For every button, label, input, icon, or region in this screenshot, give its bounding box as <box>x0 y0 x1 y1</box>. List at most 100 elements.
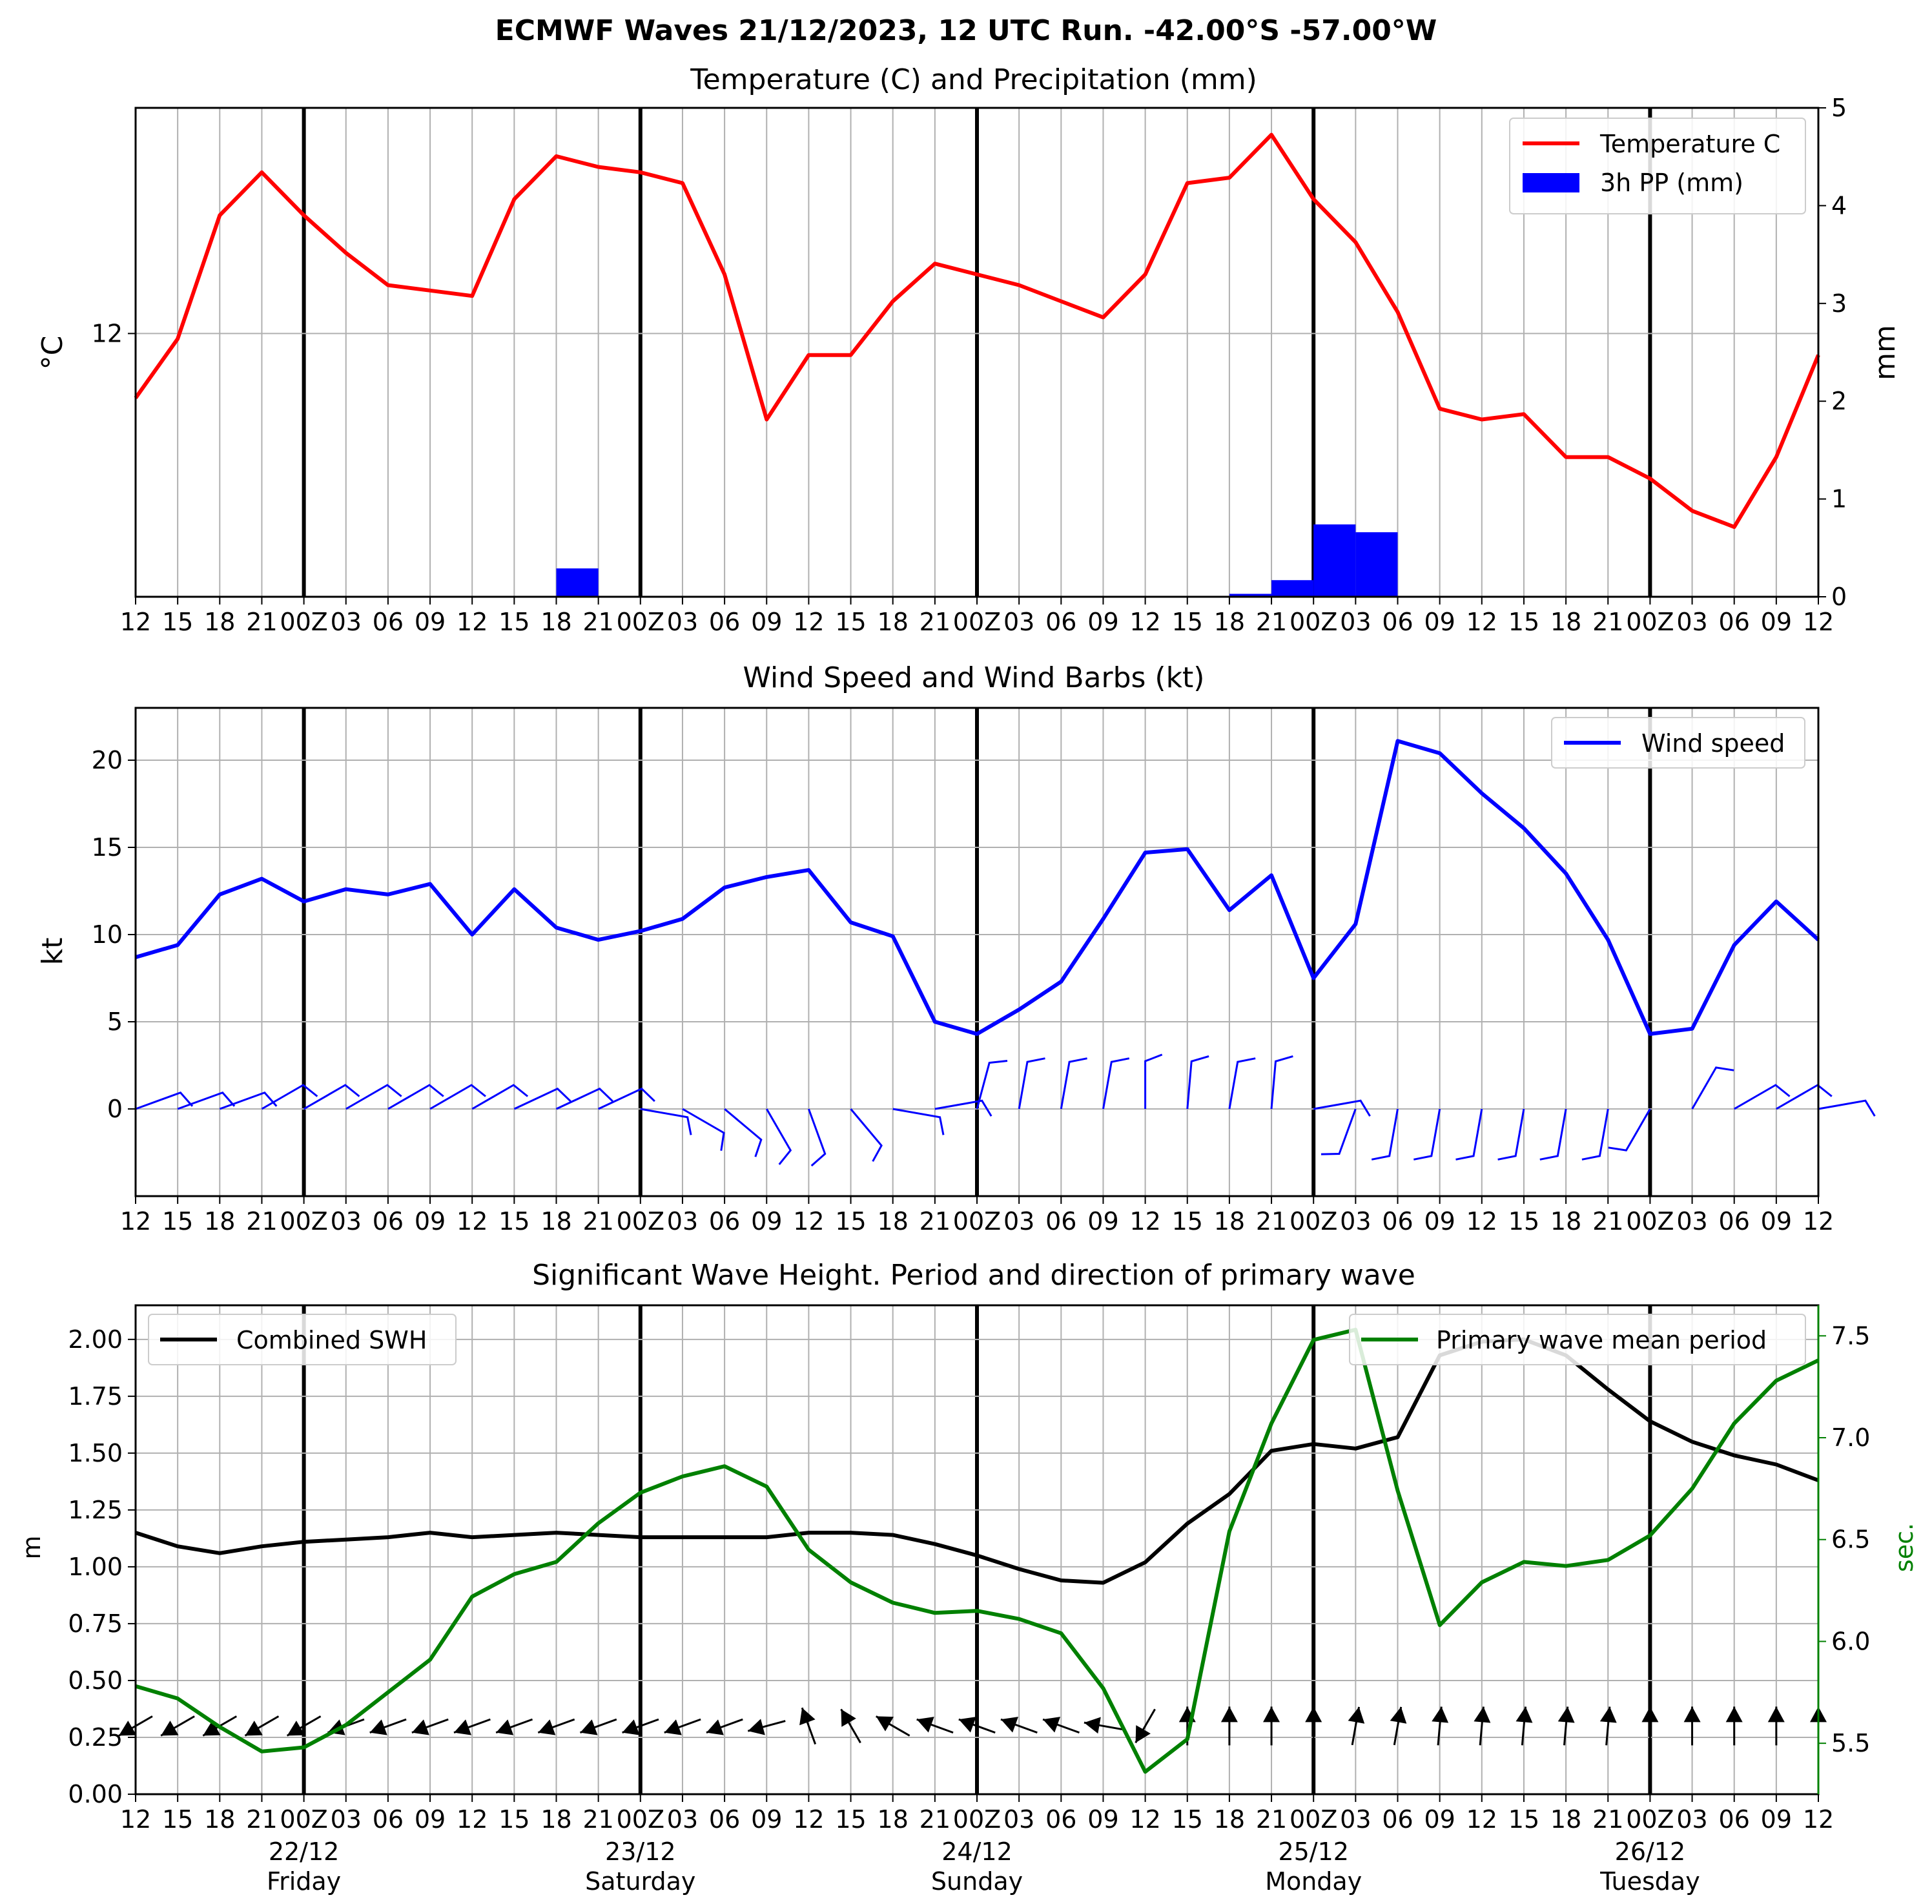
x-tick-label: 18 <box>204 1805 235 1834</box>
period-y-label: sec. <box>1890 1523 1918 1572</box>
x-tick-label: 03 <box>667 608 698 636</box>
wind-barb <box>724 1108 763 1157</box>
x-tick-label: 21 <box>246 1805 277 1834</box>
x-tick-label: 06 <box>709 1207 740 1236</box>
x-tick-label: 06 <box>373 1207 404 1236</box>
legend-label-precip: 3h PP (mm) <box>1600 169 1743 197</box>
wave-direction-arrow-head <box>664 1719 682 1735</box>
wind-barb <box>807 1108 827 1167</box>
x-tick-label: 15 <box>498 608 529 636</box>
x-tick-label: 18 <box>1550 1207 1581 1236</box>
y-tick-label: 0.00 <box>68 1780 123 1808</box>
day-date-label: 25/12 <box>1278 1837 1349 1866</box>
wind-barb <box>1539 1108 1567 1161</box>
figure-title: ECMWF Waves 21/12/2023, 12 UTC Run. -42.… <box>495 14 1437 47</box>
x-tick-label: 21 <box>920 1805 951 1834</box>
x-tick-label: 03 <box>331 1207 362 1236</box>
x-tick-label: 15 <box>835 1805 866 1834</box>
wave-direction-arrow-head <box>411 1719 429 1735</box>
x-tick-label: 00Z <box>1626 608 1674 636</box>
x-tick-label: 06 <box>1045 1805 1076 1834</box>
x-tick-label: 15 <box>498 1805 529 1834</box>
day-name-label: Friday <box>267 1867 341 1896</box>
wind-barb <box>345 1084 402 1110</box>
x-tick-label: 03 <box>1340 608 1371 636</box>
wave-direction-arrow-head <box>496 1719 514 1735</box>
wave-direction-arrow-head <box>1305 1706 1322 1723</box>
y-tick-label: 1.50 <box>68 1439 123 1467</box>
x-tick-label: 03 <box>1003 1805 1034 1834</box>
x-tick-label: 21 <box>1256 1207 1287 1236</box>
precip-bar <box>556 568 599 597</box>
temperature-line <box>134 132 1820 529</box>
x-tick-label: 12 <box>1803 608 1834 636</box>
x-tick-label: 21 <box>1592 608 1623 636</box>
wind-barb <box>513 1087 571 1110</box>
wave-direction-arrow-head <box>841 1709 856 1727</box>
legend-label-temperature: Temperature C <box>1599 130 1780 158</box>
wave-direction-arrow-head <box>161 1721 179 1736</box>
x-tick-label: 15 <box>1172 1805 1203 1834</box>
wind-barb <box>1733 1084 1791 1110</box>
x-tick-label: 09 <box>415 1805 446 1834</box>
precip-y-label: mm <box>1869 325 1902 380</box>
temperature-axes: 12 15 18 21 00Z 03 06 09 12 15 18 21 00Z 03 06 09 12 15 18… <box>92 94 1847 636</box>
wind-barb <box>1060 1057 1087 1110</box>
wave-axes: 12 15 18 21 00Z 03 06 09 12 15 18 21 00Z 03 06 09 12 15 18… <box>68 1304 1870 1834</box>
wave-panel: Significant Wave Height. Period and dire… <box>17 1259 1918 1896</box>
temperature-panel-title: Temperature (C) and Precipitation (mm) <box>690 63 1257 96</box>
legend-box <box>1349 1314 1806 1365</box>
wind-barb <box>1497 1108 1525 1161</box>
x-tick-label: 03 <box>1676 1207 1707 1236</box>
x-tick-label: 12 <box>120 608 151 636</box>
day-name-label: Sunday <box>931 1867 1023 1896</box>
wave-direction-arrow-head <box>203 1721 221 1736</box>
wind-legend: Wind speed <box>1551 717 1805 769</box>
x-tick-label: 09 <box>1761 1805 1792 1834</box>
x-tick-label: 12 <box>1466 1805 1497 1834</box>
legend-label-period: Primary wave mean period <box>1436 1326 1767 1354</box>
x-tick-label: 00Z <box>1290 1207 1337 1236</box>
x-tick-label: 15 <box>162 608 193 636</box>
x-tick-label: 12 <box>793 608 824 636</box>
legend-box <box>1509 118 1806 214</box>
x-tick-label: 00Z <box>953 1207 1001 1236</box>
x-tick-label: 00Z <box>953 1805 1001 1834</box>
wind-barb <box>261 1084 318 1110</box>
wave-direction-arrow-head <box>1135 1725 1151 1743</box>
x-tick-label: 15 <box>162 1805 193 1834</box>
y-tick-label: 0.25 <box>68 1723 123 1752</box>
x-tick-label: 06 <box>1719 1805 1750 1834</box>
x-tick-label: 12 <box>1129 608 1160 636</box>
x-tick-label: 06 <box>1719 608 1750 636</box>
legend-label-swh: Combined SWH <box>236 1326 427 1354</box>
wind-barb <box>303 1084 360 1110</box>
day-date-label: 23/12 <box>605 1837 676 1866</box>
day-date-label: 26/12 <box>1615 1837 1686 1866</box>
x-tick-label: 12 <box>457 1207 488 1236</box>
x-tick-label: 21 <box>246 608 277 636</box>
y-tick-label: 12 <box>92 319 123 347</box>
wave-direction-arrow-head <box>1001 1717 1018 1733</box>
x-tick-label: 09 <box>415 608 446 636</box>
x-tick-label: 15 <box>835 1207 866 1236</box>
x-tick-label: 00Z <box>617 1805 664 1834</box>
x-tick-label: 12 <box>120 1207 151 1236</box>
wave-direction-arrow-head <box>1474 1706 1491 1723</box>
x-tick-label: 21 <box>1592 1207 1623 1236</box>
wave-direction-arrow-head <box>287 1721 305 1736</box>
wind-barb <box>1776 1084 1833 1110</box>
y-tick-label: 0.75 <box>68 1609 123 1638</box>
x-tick-label: 12 <box>793 1805 824 1834</box>
precip-bar <box>1355 532 1398 597</box>
wind-barbs <box>135 1053 1876 1167</box>
temperature-legend: Temperature C 3h PP (mm) <box>1509 118 1806 214</box>
temperature-y-label: °C <box>36 336 69 370</box>
wave-panel-title: Significant Wave Height. Period and dire… <box>532 1259 1415 1292</box>
wind-barb <box>429 1084 486 1110</box>
wind-barb <box>1581 1108 1609 1161</box>
wave-direction-arrow-head <box>1220 1706 1238 1723</box>
y2-tick-label: 6.0 <box>1831 1627 1870 1655</box>
x-tick-label: 15 <box>498 1207 529 1236</box>
x-tick-label: 06 <box>1382 1805 1413 1834</box>
